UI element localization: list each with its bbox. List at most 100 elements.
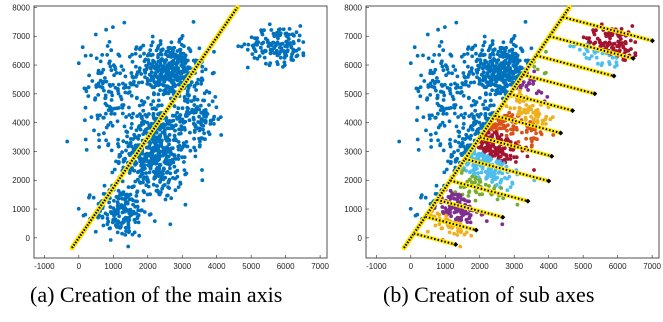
data-point bbox=[488, 55, 492, 60]
data-point bbox=[216, 117, 221, 122]
data-point bbox=[178, 80, 183, 84]
data-point bbox=[485, 155, 490, 160]
data-point bbox=[152, 175, 157, 180]
data-point bbox=[137, 69, 142, 74]
data-point bbox=[123, 74, 128, 79]
data-point bbox=[172, 164, 177, 169]
data-point bbox=[493, 172, 497, 176]
data-point bbox=[262, 55, 267, 60]
data-point bbox=[439, 61, 443, 66]
data-point bbox=[510, 180, 515, 185]
data-point bbox=[607, 62, 612, 67]
data-point bbox=[108, 120, 113, 125]
data-point bbox=[250, 43, 255, 48]
data-point bbox=[532, 69, 537, 74]
data-point bbox=[439, 40, 444, 44]
data-point bbox=[514, 160, 518, 164]
data-point bbox=[129, 93, 134, 98]
data-point bbox=[480, 66, 485, 70]
data-point bbox=[120, 111, 125, 116]
data-point bbox=[115, 200, 120, 205]
data-point bbox=[480, 164, 484, 169]
data-point bbox=[616, 43, 621, 48]
data-point bbox=[619, 27, 624, 31]
data-point bbox=[469, 69, 474, 74]
data-point bbox=[118, 153, 123, 158]
data-point bbox=[80, 45, 85, 50]
data-point bbox=[482, 52, 487, 57]
data-point bbox=[178, 51, 183, 56]
data-point bbox=[511, 63, 516, 68]
data-point bbox=[110, 93, 115, 98]
data-point bbox=[455, 74, 460, 79]
data-point bbox=[278, 55, 283, 60]
data-point bbox=[473, 177, 478, 181]
data-point bbox=[463, 147, 468, 151]
data-point bbox=[588, 40, 593, 45]
data-point bbox=[610, 33, 615, 37]
data-point bbox=[210, 71, 215, 76]
data-point bbox=[186, 46, 191, 51]
data-point bbox=[116, 52, 121, 57]
data-point bbox=[434, 183, 439, 188]
data-point bbox=[192, 117, 196, 122]
data-point bbox=[137, 233, 142, 238]
data-point bbox=[176, 55, 180, 60]
data-point bbox=[469, 233, 474, 238]
data-point bbox=[427, 113, 432, 118]
data-point bbox=[180, 155, 185, 160]
data-point bbox=[197, 114, 202, 119]
data-point bbox=[185, 110, 189, 114]
data-point bbox=[111, 82, 115, 87]
data-point bbox=[122, 217, 126, 222]
data-point bbox=[156, 98, 161, 103]
data-point bbox=[540, 122, 545, 126]
data-point bbox=[279, 46, 284, 50]
data-point bbox=[444, 106, 449, 111]
data-point bbox=[476, 175, 481, 180]
data-point bbox=[457, 130, 462, 135]
data-point bbox=[120, 150, 124, 155]
data-point bbox=[478, 58, 483, 62]
data-point bbox=[98, 59, 103, 64]
data-point bbox=[91, 195, 96, 200]
data-point bbox=[123, 156, 127, 161]
data-point bbox=[474, 51, 478, 56]
data-point bbox=[84, 89, 89, 94]
data-point bbox=[461, 122, 466, 126]
data-point bbox=[454, 124, 459, 129]
data-point bbox=[126, 185, 131, 190]
data-point bbox=[461, 126, 466, 130]
data-point bbox=[481, 70, 486, 75]
data-point bbox=[423, 195, 428, 200]
data-point bbox=[429, 145, 433, 149]
data-point bbox=[436, 138, 440, 143]
sub-axis bbox=[424, 214, 477, 233]
data-point bbox=[521, 80, 526, 84]
data-point bbox=[473, 119, 477, 124]
data-point bbox=[408, 61, 413, 66]
data-point bbox=[507, 49, 512, 53]
data-point bbox=[151, 149, 155, 154]
data-point bbox=[516, 58, 520, 63]
data-point bbox=[490, 123, 495, 128]
data-point bbox=[142, 100, 147, 105]
data-point bbox=[212, 122, 216, 126]
data-point bbox=[193, 148, 198, 153]
data-point bbox=[122, 204, 127, 208]
data-point bbox=[159, 48, 164, 53]
data-point bbox=[101, 79, 106, 84]
data-point bbox=[529, 114, 533, 119]
data-point bbox=[443, 82, 447, 87]
data-point bbox=[192, 59, 197, 63]
data-point bbox=[159, 63, 163, 68]
data-point bbox=[595, 36, 600, 41]
data-point bbox=[449, 106, 453, 110]
data-point bbox=[159, 75, 164, 80]
data-point bbox=[156, 75, 161, 80]
data-point bbox=[135, 199, 140, 204]
data-point bbox=[145, 120, 150, 125]
data-point bbox=[497, 121, 502, 126]
data-point bbox=[463, 111, 467, 116]
data-point bbox=[135, 190, 139, 195]
